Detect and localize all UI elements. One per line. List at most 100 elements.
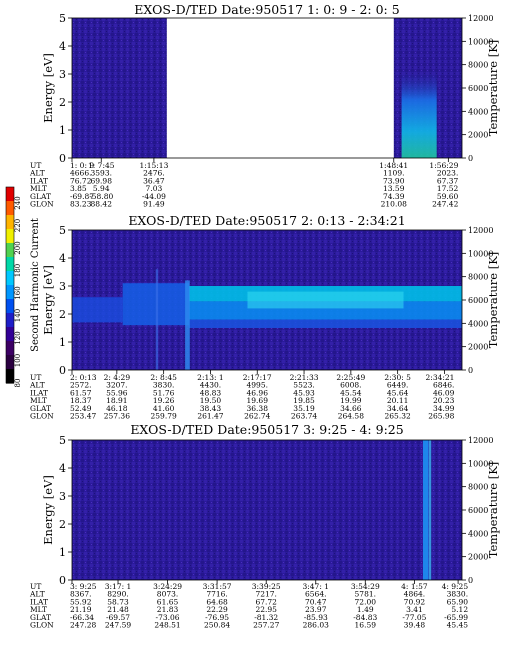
- y-tick-label: 4: [59, 252, 66, 265]
- table-cell: 18.37: [70, 396, 92, 405]
- table-cell: 2476.: [143, 169, 164, 178]
- y-axis-label: Energy [eV]: [41, 475, 55, 545]
- y2-tick-label: 10000: [468, 249, 493, 258]
- table-cell: 264.58: [338, 412, 364, 421]
- table-cell: -69.57: [106, 613, 130, 622]
- table-row-label: MLT: [30, 396, 47, 405]
- table-cell: 45.64: [387, 388, 409, 397]
- table-cell: 5781.: [355, 590, 376, 599]
- table-cell: 250.84: [204, 621, 230, 630]
- table-cell: 51.76: [153, 388, 175, 397]
- table-cell: 5.12: [451, 605, 468, 614]
- table-cell: 3:17: 1: [105, 582, 132, 591]
- table-cell: 61.57: [70, 388, 92, 397]
- table-cell: 52.49: [70, 404, 92, 413]
- colorbar-tick-label: 100: [14, 354, 22, 367]
- table-row-label: GLAT: [30, 404, 51, 413]
- table-cell: 259.79: [151, 412, 177, 421]
- table-cell: 263.74: [291, 412, 317, 421]
- table-cell: 3207.: [106, 381, 127, 390]
- y-tick-label: 2: [59, 96, 66, 109]
- table-cell: 3593.: [91, 169, 112, 178]
- colorbar-segment: [6, 341, 14, 356]
- colorbar-segment: [6, 243, 14, 258]
- spectrogram-burst: [401, 68, 437, 158]
- table-cell: 46.96: [247, 388, 269, 397]
- table-cell: 34.64: [387, 404, 409, 413]
- table-cell: 2:13: 1: [197, 373, 224, 382]
- table-cell: 45.54: [340, 388, 362, 397]
- y2-tick-label: 6000: [468, 506, 488, 515]
- spectrogram-spike: [423, 440, 429, 580]
- table-cell: 70.92: [404, 597, 426, 606]
- table-cell: 253.47: [70, 412, 96, 421]
- y-tick-label: 4: [59, 40, 66, 53]
- spectrogram-panels: EXOS-D/TED Date:950517 1: 0: 9 - 2: 0: 5…: [29, 2, 500, 630]
- colorbar-segment: [6, 313, 14, 328]
- y2-tick-label: 8000: [468, 483, 488, 492]
- table-cell: 2:30: 5: [384, 373, 411, 382]
- y-tick-label: 0: [59, 152, 66, 165]
- table-cell: 22.95: [255, 605, 277, 614]
- spectrogram-spike: [155, 269, 159, 370]
- colorbar-segment: [6, 229, 14, 244]
- table-cell: 73.90: [383, 176, 405, 185]
- table-cell: 65.90: [447, 597, 469, 606]
- table-cell: 7.03: [146, 184, 163, 193]
- table-cell: 247.42: [432, 200, 458, 209]
- table-row-label: GLAT: [30, 192, 51, 201]
- spectrogram-band: [72, 297, 123, 323]
- colorbar-frame: [5, 186, 15, 384]
- colorbar-segment: [6, 271, 14, 286]
- y-tick-label: 1: [59, 336, 66, 349]
- table-cell: 2023.: [437, 169, 458, 178]
- table-cell: 16.59: [355, 621, 377, 630]
- table-cell: 248.51: [154, 621, 180, 630]
- table-cell: 4: 9:25: [442, 582, 469, 591]
- table-cell: 1109.: [383, 169, 404, 178]
- table-cell: 34.66: [340, 404, 362, 413]
- y-tick-label: 5: [59, 12, 66, 25]
- table-cell: 88.42: [91, 200, 113, 209]
- table-cell: 3: 9:25: [70, 582, 97, 591]
- table-row-label: ILAT: [30, 388, 48, 397]
- table-cell: 286.03: [303, 621, 329, 630]
- table-cell: 3.41: [406, 605, 423, 614]
- table-cell: 2572.: [70, 381, 91, 390]
- table-cell: -44.09: [142, 192, 166, 201]
- table-cell: 3.85: [70, 184, 87, 193]
- table-cell: 2: 4:29: [104, 373, 131, 382]
- table-row-label: GLON: [30, 412, 54, 421]
- panel-2: EXOS-D/TED Date:950517 2: 0:13 - 2:34:21…: [29, 213, 500, 421]
- table-cell: 20.23: [433, 396, 455, 405]
- y2-tick-label: 0: [468, 154, 473, 163]
- y2-tick-label: 8000: [468, 273, 488, 282]
- y2-axis-label: Temperature [K]: [486, 40, 500, 137]
- table-row-label: ALT: [29, 590, 45, 599]
- colorbar-tick-label: 140: [14, 309, 22, 322]
- table-cell: 1.49: [357, 605, 374, 614]
- colorbar-tick-label: 80: [14, 379, 22, 388]
- y-tick-label: 0: [59, 364, 66, 377]
- table-cell: 19.26: [153, 396, 175, 405]
- table-cell: 1:15:13: [139, 161, 168, 170]
- spectrogram-band: [189, 319, 462, 328]
- table-cell: 59.60: [437, 192, 459, 201]
- colorbar-segment: [6, 187, 14, 202]
- table-cell: 21.83: [157, 605, 179, 614]
- colorbar-label: Second Harmonic Current: [30, 218, 41, 352]
- y-tick-label: 2: [59, 518, 66, 531]
- table-cell: 1:56:29: [429, 161, 458, 170]
- table-cell: 6846.: [433, 381, 454, 390]
- table-cell: 67.72: [255, 597, 277, 606]
- table-cell: 8073.: [157, 590, 178, 599]
- colorbar-segment: [6, 215, 14, 230]
- table-row-label: GLON: [30, 200, 54, 209]
- table-cell: 3:39:25: [252, 582, 281, 591]
- colorbar-tick-label: 200: [14, 241, 22, 254]
- table-cell: 19.85: [293, 396, 315, 405]
- spectrogram-band: [247, 291, 404, 309]
- table-cell: 20.11: [387, 396, 408, 405]
- table-row-label: GLAT: [30, 613, 51, 622]
- table-row-label: UT: [30, 582, 41, 591]
